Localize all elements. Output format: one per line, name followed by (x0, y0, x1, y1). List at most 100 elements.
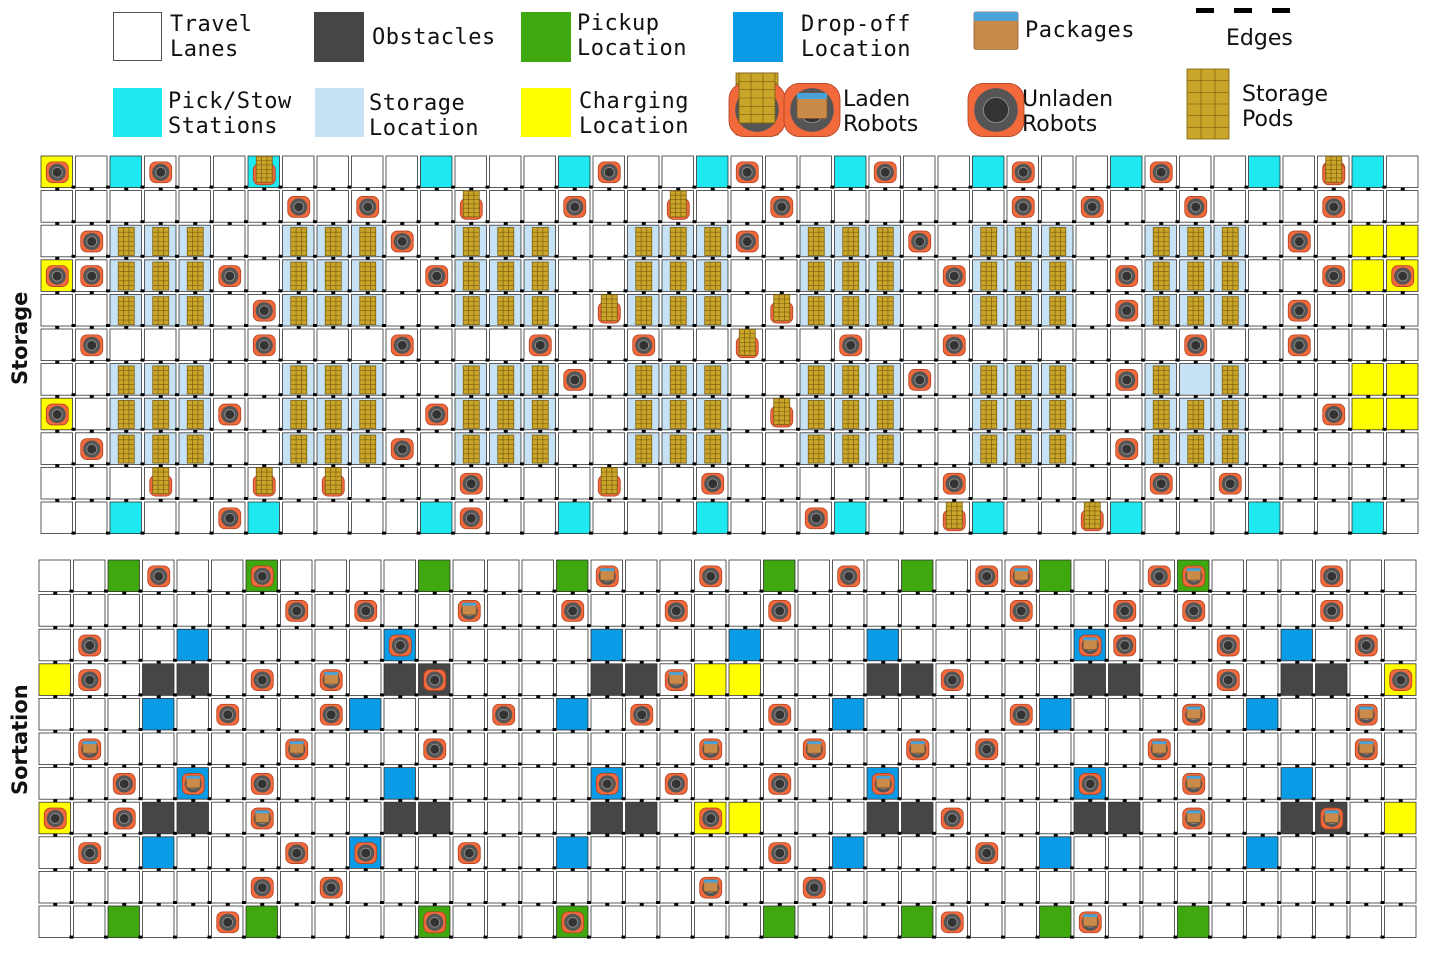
edge-tick (1193, 360, 1198, 364)
grid-cell (1384, 559, 1417, 593)
edge-tick (104, 693, 108, 697)
edge-tick (1260, 799, 1265, 803)
edge-tick (1019, 626, 1024, 630)
edge-tick (796, 531, 800, 535)
grid-cell (797, 628, 830, 662)
edge-tick (1104, 797, 1109, 801)
edge-tick (1090, 187, 1095, 191)
edge-tick (400, 187, 405, 191)
edge-tick (1175, 358, 1180, 362)
edge-tick (262, 291, 267, 295)
edge-tick (242, 589, 246, 593)
edge-tick (1001, 658, 1005, 662)
edge-tick (520, 220, 524, 224)
grid-cell (1211, 767, 1244, 800)
unladen-robot (768, 600, 792, 622)
edge-tick (759, 866, 764, 870)
grid-cell (1142, 871, 1175, 904)
edge-tick (865, 427, 869, 431)
grid-cell (1110, 466, 1143, 500)
edge-tick (1157, 660, 1162, 664)
edge-tick (209, 254, 214, 258)
edge-tick (607, 429, 612, 433)
edge-tick (483, 658, 488, 662)
edge-tick (966, 728, 971, 731)
grid-cell (142, 905, 175, 939)
edge-tick (621, 831, 626, 835)
edge-tick (313, 531, 317, 535)
grid-cell (420, 155, 453, 189)
edge-tick (984, 695, 989, 699)
edge-tick (1141, 427, 1145, 431)
edge-tick (934, 185, 938, 189)
edge-tick (710, 326, 715, 329)
edge-tick (814, 187, 819, 191)
edge-tick (745, 395, 750, 399)
storage-pod (497, 227, 515, 256)
grid-cell (1386, 190, 1419, 223)
grid-cell (1351, 328, 1384, 362)
grid-cell (213, 190, 246, 223)
edge-tick (745, 464, 750, 468)
edge-tick (828, 797, 833, 801)
edge-tick (122, 764, 127, 768)
edge-tick (865, 289, 869, 293)
grid-cell (176, 871, 209, 904)
edge-tick (1106, 185, 1111, 189)
edge-tick (380, 901, 384, 904)
edge-tick (278, 497, 283, 500)
edge-tick (538, 326, 543, 329)
edge-tick (520, 462, 524, 466)
edge-tick (520, 531, 524, 535)
edge-tick (1366, 326, 1371, 329)
edge-tick (1295, 626, 1300, 630)
edge-tick (932, 866, 936, 870)
edge-tick (106, 185, 110, 189)
edge-tick (1242, 831, 1247, 835)
grid-cell (558, 501, 591, 535)
edge-tick (104, 589, 108, 593)
edge-tick (1228, 256, 1233, 260)
storage-pod (117, 365, 135, 395)
edge-tick (69, 935, 74, 939)
grid-cell (521, 628, 554, 662)
edge-tick (932, 624, 936, 628)
grid-cell (282, 328, 315, 362)
carried-package (1186, 775, 1202, 789)
edge-tick (69, 762, 74, 766)
grid-cell (142, 801, 175, 835)
edge-tick (814, 464, 819, 468)
carried-package (289, 740, 305, 754)
grid-cell (1386, 397, 1419, 431)
edge-tick (1139, 901, 1143, 904)
edge-tick (881, 660, 886, 664)
edge-tick (451, 531, 455, 535)
edge-tick (607, 360, 612, 364)
edge-tick (382, 289, 386, 293)
grid-cell (1177, 836, 1210, 869)
edge-tick (106, 254, 110, 258)
grid-cell (868, 466, 901, 500)
edge-tick (692, 531, 697, 535)
edge-tick (1311, 728, 1316, 731)
edge-tick (899, 393, 904, 397)
edge-tick (225, 626, 230, 630)
grid-cell (903, 466, 936, 500)
edge-tick (1141, 289, 1145, 293)
carried-pod (945, 501, 963, 529)
edge-tick (552, 797, 557, 801)
unladen-robot (354, 600, 378, 622)
grid-cell (659, 698, 692, 731)
edge-tick (1297, 360, 1302, 364)
edge-tick (621, 762, 626, 766)
grid-cell (73, 698, 106, 731)
edge-tick (242, 693, 246, 697)
grid-cell (247, 501, 280, 535)
grid-cell (903, 190, 936, 223)
edge-tick (536, 833, 541, 837)
edge-tick (658, 497, 662, 500)
edge-tick (382, 497, 386, 500)
edge-tick (1331, 360, 1336, 364)
grid-cell (728, 594, 761, 627)
edge-tick (708, 626, 713, 630)
